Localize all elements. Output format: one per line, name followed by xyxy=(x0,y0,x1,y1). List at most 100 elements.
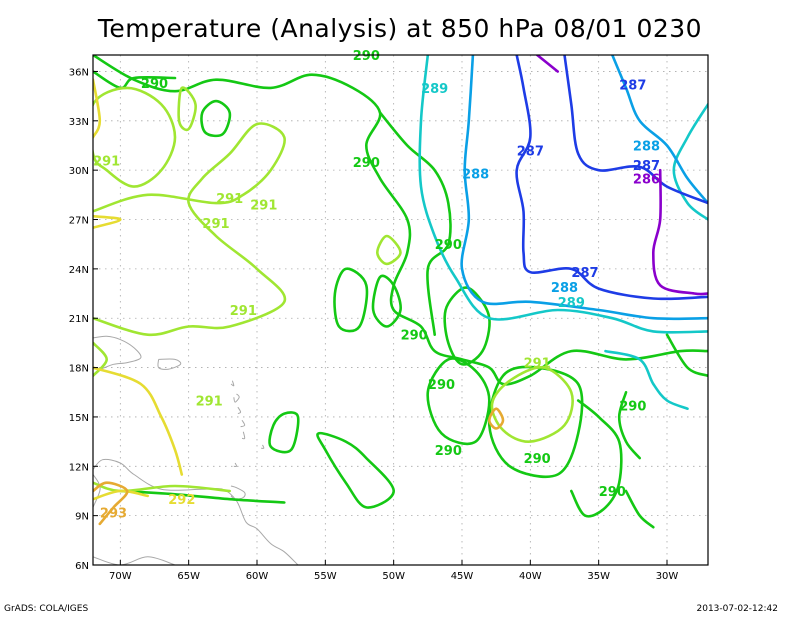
contour-label: 291 xyxy=(93,154,120,169)
contour-290 xyxy=(371,274,402,328)
contour-290 xyxy=(426,357,491,446)
contour-label: 293 xyxy=(100,506,127,521)
coastline xyxy=(241,431,246,440)
coastline xyxy=(261,444,265,449)
contour-label: 291 xyxy=(230,304,257,319)
contour-290 xyxy=(443,286,491,366)
footer-timestamp: 2013-07-02-12:42 xyxy=(696,604,779,614)
contour-289 xyxy=(418,55,708,334)
contour-290 xyxy=(665,333,708,378)
x-tick-label: 65W xyxy=(177,571,200,582)
contour-290 xyxy=(316,431,395,509)
contour-286 xyxy=(652,168,708,296)
contour-label: 292 xyxy=(168,493,195,508)
x-tick-label: 35W xyxy=(587,571,610,582)
contour-286 xyxy=(535,55,559,73)
coastlines xyxy=(93,335,299,565)
x-tick-label: 50W xyxy=(382,571,405,582)
contour-291 xyxy=(93,341,108,378)
contour-label: 290 xyxy=(435,238,462,253)
y-tick-label: 9N xyxy=(75,512,89,523)
contour-label: 287 xyxy=(517,144,544,159)
contour-label: 290 xyxy=(619,399,646,414)
contour-label: 287 xyxy=(571,266,598,281)
coastline xyxy=(157,358,182,370)
footer-credit: GrADS: COLA/IGES xyxy=(4,604,89,614)
y-axis-ticks: 9N 12N 15N 18N 21N 24N 27N 30N 33N 36N 6N xyxy=(69,67,98,572)
contour-288 xyxy=(460,55,708,321)
contour-292 xyxy=(93,78,102,139)
contour-288 xyxy=(611,55,708,205)
coastline xyxy=(240,419,246,428)
contour-290 xyxy=(200,99,232,138)
contour-label: 289 xyxy=(421,82,448,97)
contour-287 xyxy=(563,55,708,205)
contour-291 xyxy=(93,86,177,188)
chart-title: Temperature (Analysis) at 850 hPa 08/01 … xyxy=(97,14,703,43)
contour-292 xyxy=(93,366,184,476)
y-tick-label: 12N xyxy=(69,462,89,473)
contour-label: 290 xyxy=(141,77,168,92)
contour-289 xyxy=(672,103,708,221)
x-tick-label: 45W xyxy=(451,571,474,582)
contour-label: 286 xyxy=(633,172,660,187)
coastline xyxy=(233,462,238,468)
coastline xyxy=(93,556,176,565)
contour-label: 289 xyxy=(558,296,585,311)
contour-287 xyxy=(515,55,708,301)
contour-labels: 2902902902902902902902902902902892892882… xyxy=(93,49,660,521)
contour-label: 290 xyxy=(435,444,462,459)
contour-label: 290 xyxy=(524,452,551,467)
y-tick-label: 21N xyxy=(69,314,89,325)
y-tick-label: 24N xyxy=(69,265,89,276)
contour-label: 290 xyxy=(353,49,380,64)
coastline xyxy=(233,393,240,403)
contour-290 xyxy=(93,55,708,386)
contour-label: 291 xyxy=(202,217,229,232)
contour-293 xyxy=(93,481,129,526)
x-tick-label: 40W xyxy=(519,571,542,582)
y-tick-label: 18N xyxy=(69,364,89,375)
contour-label: 287 xyxy=(633,159,660,174)
contour-label: 291 xyxy=(216,192,243,207)
y-tick-label: 36N xyxy=(69,67,89,78)
coastline xyxy=(237,406,242,415)
contour-label: 288 xyxy=(633,139,660,154)
x-tick-label: 70W xyxy=(109,571,132,582)
contour-292 xyxy=(93,214,122,229)
x-tick-label: 55W xyxy=(314,571,337,582)
contour-label: 290 xyxy=(599,485,626,500)
plot-frame xyxy=(92,54,709,566)
contour-292 xyxy=(93,489,149,501)
x-axis-ticks: 70W 65W 60W 55W 50W 45W 40W 35W 30W xyxy=(109,560,678,582)
contour-label: 290 xyxy=(401,329,428,344)
contour-293 xyxy=(488,407,505,430)
contour-290 xyxy=(617,391,641,460)
y-tick-label: 27N xyxy=(69,216,89,227)
x-tick-label: 60W xyxy=(246,571,269,582)
contour-label: 288 xyxy=(462,167,489,182)
contour-label: 290 xyxy=(353,156,380,171)
contour-label: 291 xyxy=(524,357,551,372)
contour-290 xyxy=(93,70,177,90)
contour-291 xyxy=(490,366,574,443)
contour-290 xyxy=(624,489,655,529)
y-tick-label: 6N xyxy=(75,561,89,572)
contour-290 xyxy=(268,411,300,454)
contour-291 xyxy=(93,122,287,337)
contour-lines xyxy=(93,55,708,529)
contour-290 xyxy=(333,267,369,333)
contour-label: 288 xyxy=(551,281,578,296)
contour-label: 291 xyxy=(250,199,277,214)
y-tick-label: 15N xyxy=(69,413,89,424)
y-tick-label: 30N xyxy=(69,166,89,177)
contour-label: 290 xyxy=(428,378,455,393)
contour-290 xyxy=(119,489,286,504)
coastline xyxy=(230,380,235,387)
contour-label: 291 xyxy=(196,394,223,409)
contour-291 xyxy=(93,481,231,493)
contour-291 xyxy=(177,86,197,132)
contour-290 xyxy=(378,111,452,336)
coastline xyxy=(93,335,142,370)
